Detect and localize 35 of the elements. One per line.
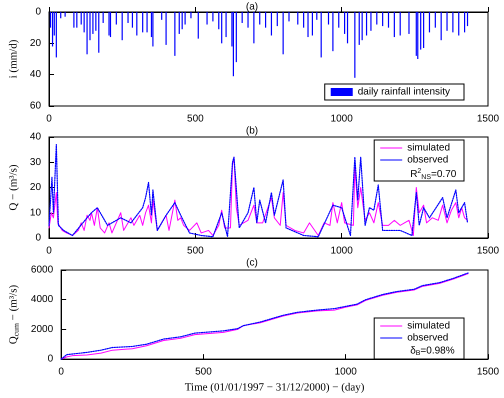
legend-label: observed [407, 154, 448, 166]
legend-label: observed [407, 332, 448, 344]
y-tick-label: 10 [30, 207, 42, 218]
y-tick-label: 4000 [30, 294, 54, 306]
line-series [48, 144, 468, 238]
legend-label: daily rainfall intensity [358, 86, 450, 98]
chart-title: (a) [246, 2, 258, 12]
legend-label: simulated [407, 142, 450, 154]
x-tick-label: 500 [195, 366, 212, 378]
chart-title: (c) [246, 258, 258, 268]
y-tick-label: 40 [30, 132, 42, 142]
x-tick-label: 1500 [476, 246, 500, 256]
x-tick-label: 1500 [476, 366, 500, 378]
y-tick-label: 40 [30, 69, 42, 80]
y-tick-label: 30 [30, 156, 42, 168]
y-axis-title: i (mm/d) [8, 39, 20, 78]
x-tick-label: 1000 [334, 366, 358, 378]
y-tick-label: 2000 [30, 324, 54, 335]
x-tick-label: 1500 [476, 114, 500, 124]
x-tick-label: 1000 [330, 246, 354, 256]
y-tick-label: 60 [30, 100, 42, 112]
chart-title: (b) [246, 126, 258, 136]
y-tick-label: 0 [35, 6, 42, 18]
legend-label: simulated [407, 320, 450, 332]
x-axis-title: Time (01/01/1997 − 31/12/2000) − (day) [184, 382, 365, 394]
x-tick-label: 1000 [330, 114, 354, 124]
y-tick-label: 20 [30, 38, 42, 49]
x-tick-label: 0 [58, 366, 64, 378]
y-tick-label: 20 [30, 182, 42, 193]
x-tick-label: 500 [187, 114, 204, 124]
x-tick-label: 500 [187, 246, 204, 256]
y-tick-label: 0 [35, 232, 42, 244]
y-axis-title: Q − (m³/s) [8, 164, 20, 211]
y-tick-label: 0 [48, 354, 54, 365]
y-tick-label: 6000 [30, 264, 54, 276]
